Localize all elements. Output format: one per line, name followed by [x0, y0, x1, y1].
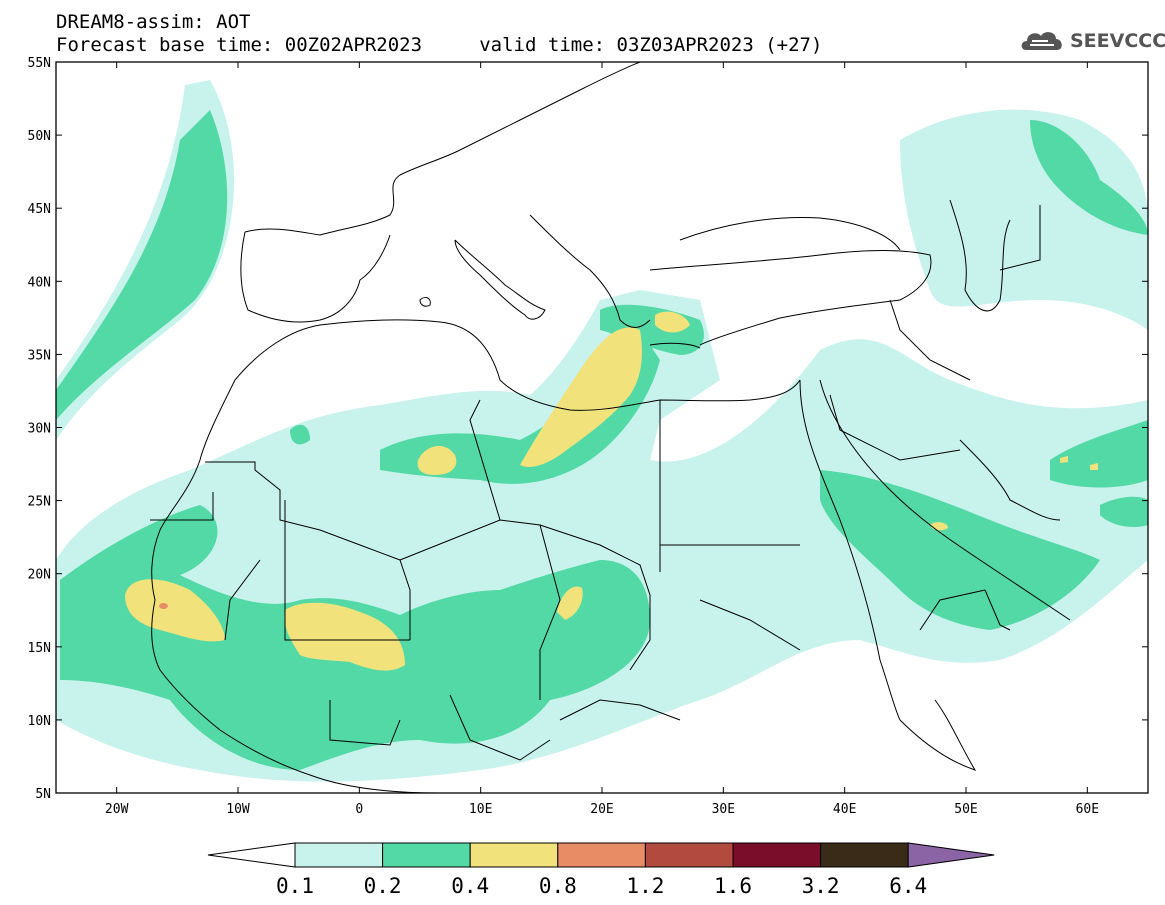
colorbar-over-triangle — [907, 842, 995, 868]
colorbar-label: 0.2 — [364, 874, 402, 898]
title-times: Forecast base time: 00Z02APR2023 valid t… — [56, 34, 823, 56]
y-tick-label: 35N — [28, 348, 51, 363]
y-tick-label: 5N — [35, 787, 51, 802]
y-tick-label: 10N — [28, 714, 51, 729]
colorbar-label: 6.4 — [889, 874, 927, 898]
cloud-logo-icon — [1021, 32, 1062, 50]
colorbar-swatch — [644, 842, 734, 868]
y-tick-label: 20N — [28, 568, 51, 583]
aot-shading — [56, 80, 1148, 782]
y-tick-label: 45N — [28, 202, 51, 217]
colorbar-swatch — [820, 842, 909, 868]
axis-ticks: 20W 10W 0 10E 20E 30E 40E 50E 60E 55N 50N 45N 40N 35N… — [28, 56, 1148, 817]
x-tick-label: 10W — [226, 802, 250, 817]
x-tick-label: 40E — [833, 802, 856, 817]
coastlines-borders — [150, 62, 1071, 793]
colorbar-label: 3.2 — [802, 874, 840, 898]
logo-text: SEEVCCC — [1070, 30, 1165, 52]
y-tick-label: 50N — [28, 129, 51, 144]
y-tick-label: 40N — [28, 275, 51, 290]
x-tick-label: 60E — [1076, 802, 1099, 817]
x-tick-label: 20E — [590, 802, 613, 817]
y-tick-label: 25N — [28, 495, 51, 510]
colorbar: 0.1 0.2 0.4 0.8 1.2 1.6 3.2 6.4 — [207, 842, 995, 898]
y-tick-label: 30N — [28, 422, 51, 437]
colorbar-under-triangle — [207, 842, 296, 868]
y-tick-label: 15N — [28, 641, 51, 656]
aot-band-0.8 — [159, 603, 168, 609]
x-tick-label: 10E — [469, 802, 492, 817]
colorbar-label: 0.8 — [539, 874, 577, 898]
x-tick-label: 20W — [105, 802, 129, 817]
x-tick-label: 30E — [712, 802, 735, 817]
x-tick-label: 0 — [355, 802, 363, 817]
colorbar-label: 1.6 — [714, 874, 752, 898]
colorbar-swatch — [732, 842, 822, 868]
x-tick-label: 50E — [954, 802, 977, 817]
seevccc-logo: SEEVCCC — [1018, 24, 1165, 56]
title-model: DREAM8-assim: AOT — [56, 11, 251, 33]
aot-band-0.4 — [125, 311, 1098, 671]
colorbar-label: 0.1 — [276, 874, 314, 898]
colorbar-label: 1.2 — [626, 874, 664, 898]
colorbar-label: 0.4 — [451, 874, 489, 898]
colorbar-swatch — [294, 842, 384, 868]
colorbar-swatch — [469, 842, 559, 868]
colorbar-swatch — [382, 842, 471, 868]
colorbar-swatch — [557, 842, 646, 868]
y-tick-label: 55N — [28, 56, 51, 71]
